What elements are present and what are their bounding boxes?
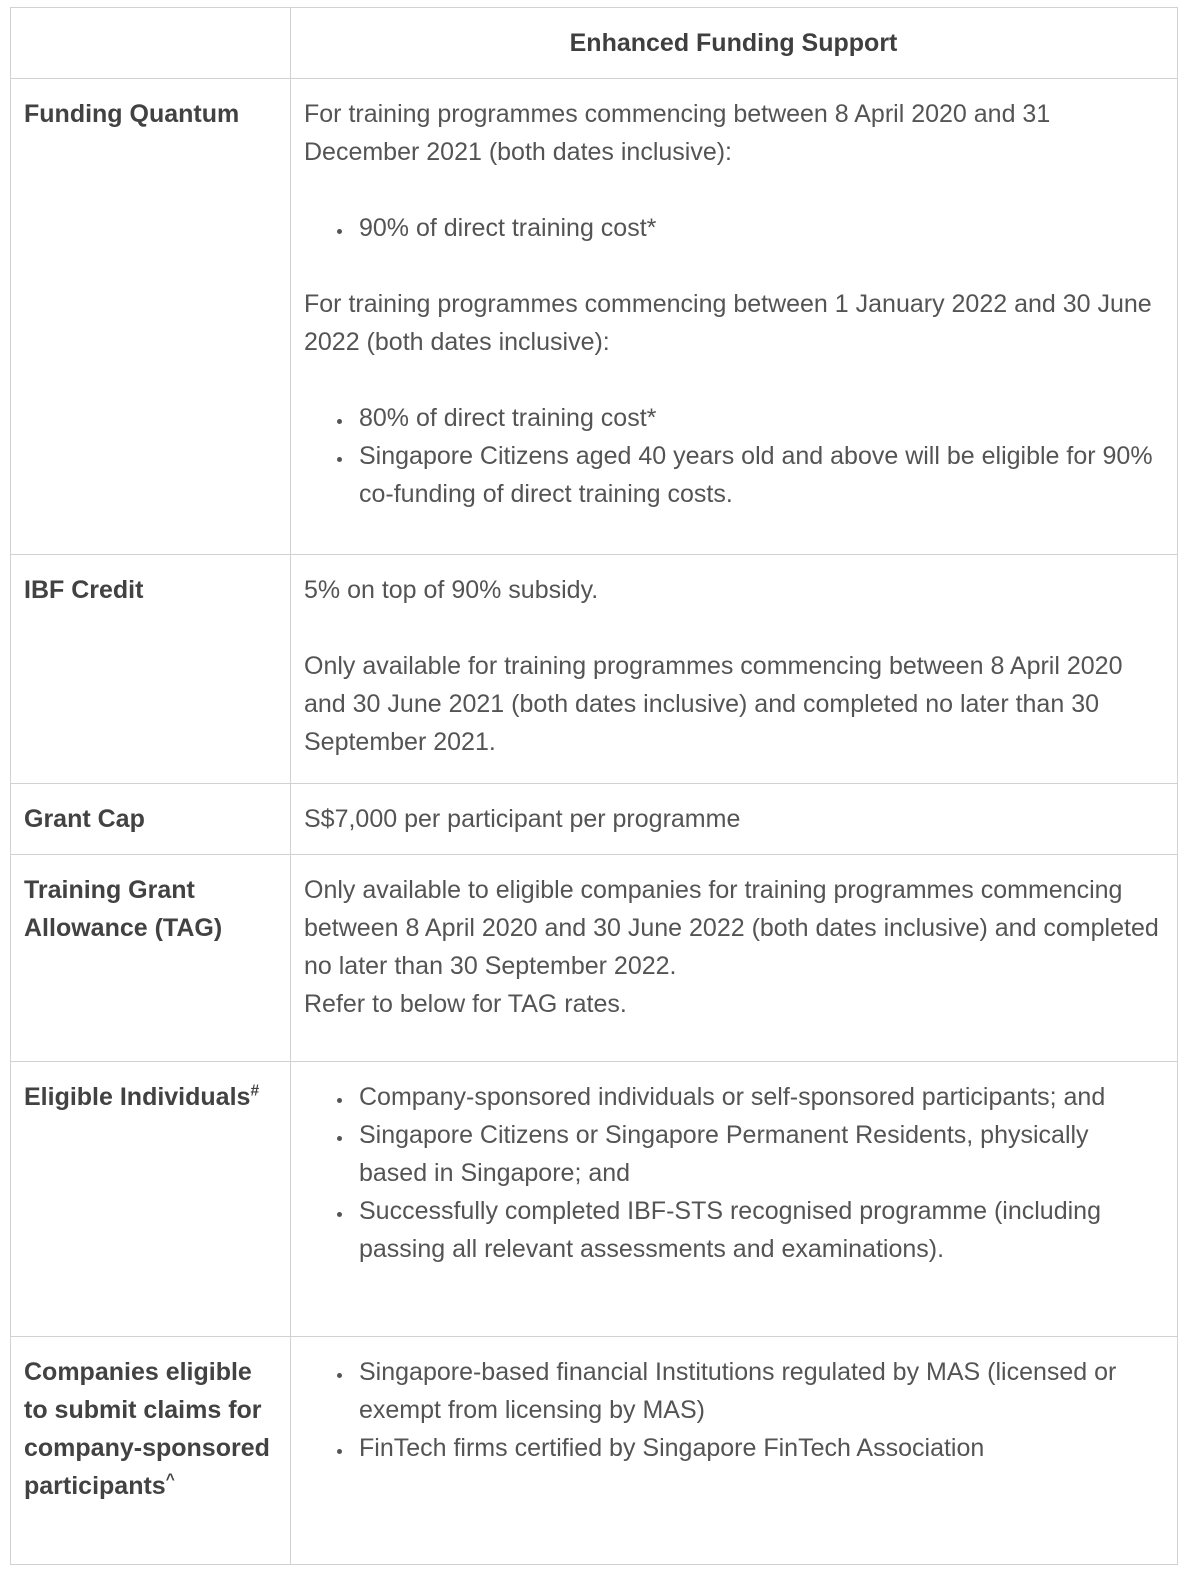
paragraph: For training programmes commencing betwe… — [304, 290, 1152, 356]
table-row-eligible-individuals: Eligible Individuals# Company-sponsored i… — [10, 1061, 1178, 1337]
bullet-list: 80% of direct training cost*Singapore Ci… — [304, 399, 1163, 513]
row-content-companies-eligible-to-submit-claims-for-: Singapore-based financial Institutions r… — [290, 1336, 1178, 1565]
funding-table-container: Enhanced Funding Support Funding Quantum… — [10, 7, 1178, 1565]
paragraph: S$7,000 per participant per programme — [304, 805, 741, 833]
label-superscript: # — [250, 1082, 260, 1100]
row-label-ibf-credit: IBF Credit — [10, 554, 291, 784]
bullet-item: Successfully completed IBF-STS recognise… — [354, 1192, 1163, 1268]
funding-table: Enhanced Funding Support Funding Quantum… — [10, 7, 1178, 1565]
row-content-grant-cap: S$7,000 per participant per programme — [290, 783, 1178, 855]
row-label-funding-quantum: Funding Quantum — [10, 78, 291, 555]
row-label-training-grant-allowance-tag: Training Grant Allowance (TAG) — [10, 854, 291, 1062]
paragraph: Refer to below for TAG rates. — [304, 990, 627, 1018]
table-row-companies-eligible-to-submit-claims-for-: Companies eligible to submit claims for … — [10, 1336, 1178, 1565]
table-row-grant-cap: Grant Cap S$7,000 per participant per pro… — [10, 783, 1178, 855]
row-label-grant-cap: Grant Cap — [10, 783, 291, 855]
paragraph: Only available for training programmes c… — [304, 652, 1123, 756]
bullet-item: FinTech firms certified by Singapore Fin… — [354, 1429, 1163, 1467]
row-label-companies-eligible-to-submit-claims-for-: Companies eligible to submit claims for … — [10, 1336, 291, 1565]
funding-table-body: Funding Quantum For training programmes c… — [10, 78, 1178, 1565]
table-row-ibf-credit: IBF Credit 5% on top of 90% subsidy. Only … — [10, 554, 1178, 784]
label-superscript: ^ — [165, 1471, 175, 1489]
table-row-funding-quantum: Funding Quantum For training programmes c… — [10, 78, 1178, 555]
row-content-eligible-individuals: Company-sponsored individuals or self-sp… — [290, 1061, 1178, 1337]
bullet-list: Singapore-based financial Institutions r… — [304, 1353, 1163, 1467]
bullet-item: 80% of direct training cost* — [354, 399, 1163, 437]
bullet-item: Singapore-based financial Institutions r… — [354, 1353, 1163, 1429]
table-header-row: Enhanced Funding Support — [10, 7, 1178, 79]
header-empty-cell — [10, 7, 291, 79]
bullet-list: Company-sponsored individuals or self-sp… — [304, 1078, 1163, 1268]
bullet-item: Singapore Citizens or Singapore Permanen… — [354, 1116, 1163, 1192]
row-content-ibf-credit: 5% on top of 90% subsidy. Only available … — [290, 554, 1178, 784]
row-label-eligible-individuals: Eligible Individuals# — [10, 1061, 291, 1337]
bullet-list: 90% of direct training cost* — [304, 209, 1163, 247]
paragraph: 5% on top of 90% subsidy. — [304, 576, 599, 604]
paragraph: For training programmes commencing betwe… — [304, 100, 1051, 166]
header-title-cell: Enhanced Funding Support — [290, 7, 1178, 79]
bullet-item: Company-sponsored individuals or self-sp… — [354, 1078, 1163, 1116]
bullet-item: 90% of direct training cost* — [354, 209, 1163, 247]
row-content-funding-quantum: For training programmes commencing betwe… — [290, 78, 1178, 555]
row-content-training-grant-allowance-tag: Only available to eligible companies for… — [290, 854, 1178, 1062]
bullet-item: Singapore Citizens aged 40 years old and… — [354, 437, 1163, 513]
paragraph: Only available to eligible companies for… — [304, 876, 1159, 980]
table-row-training-grant-allowance-tag: Training Grant Allowance (TAG) Only avail… — [10, 854, 1178, 1062]
